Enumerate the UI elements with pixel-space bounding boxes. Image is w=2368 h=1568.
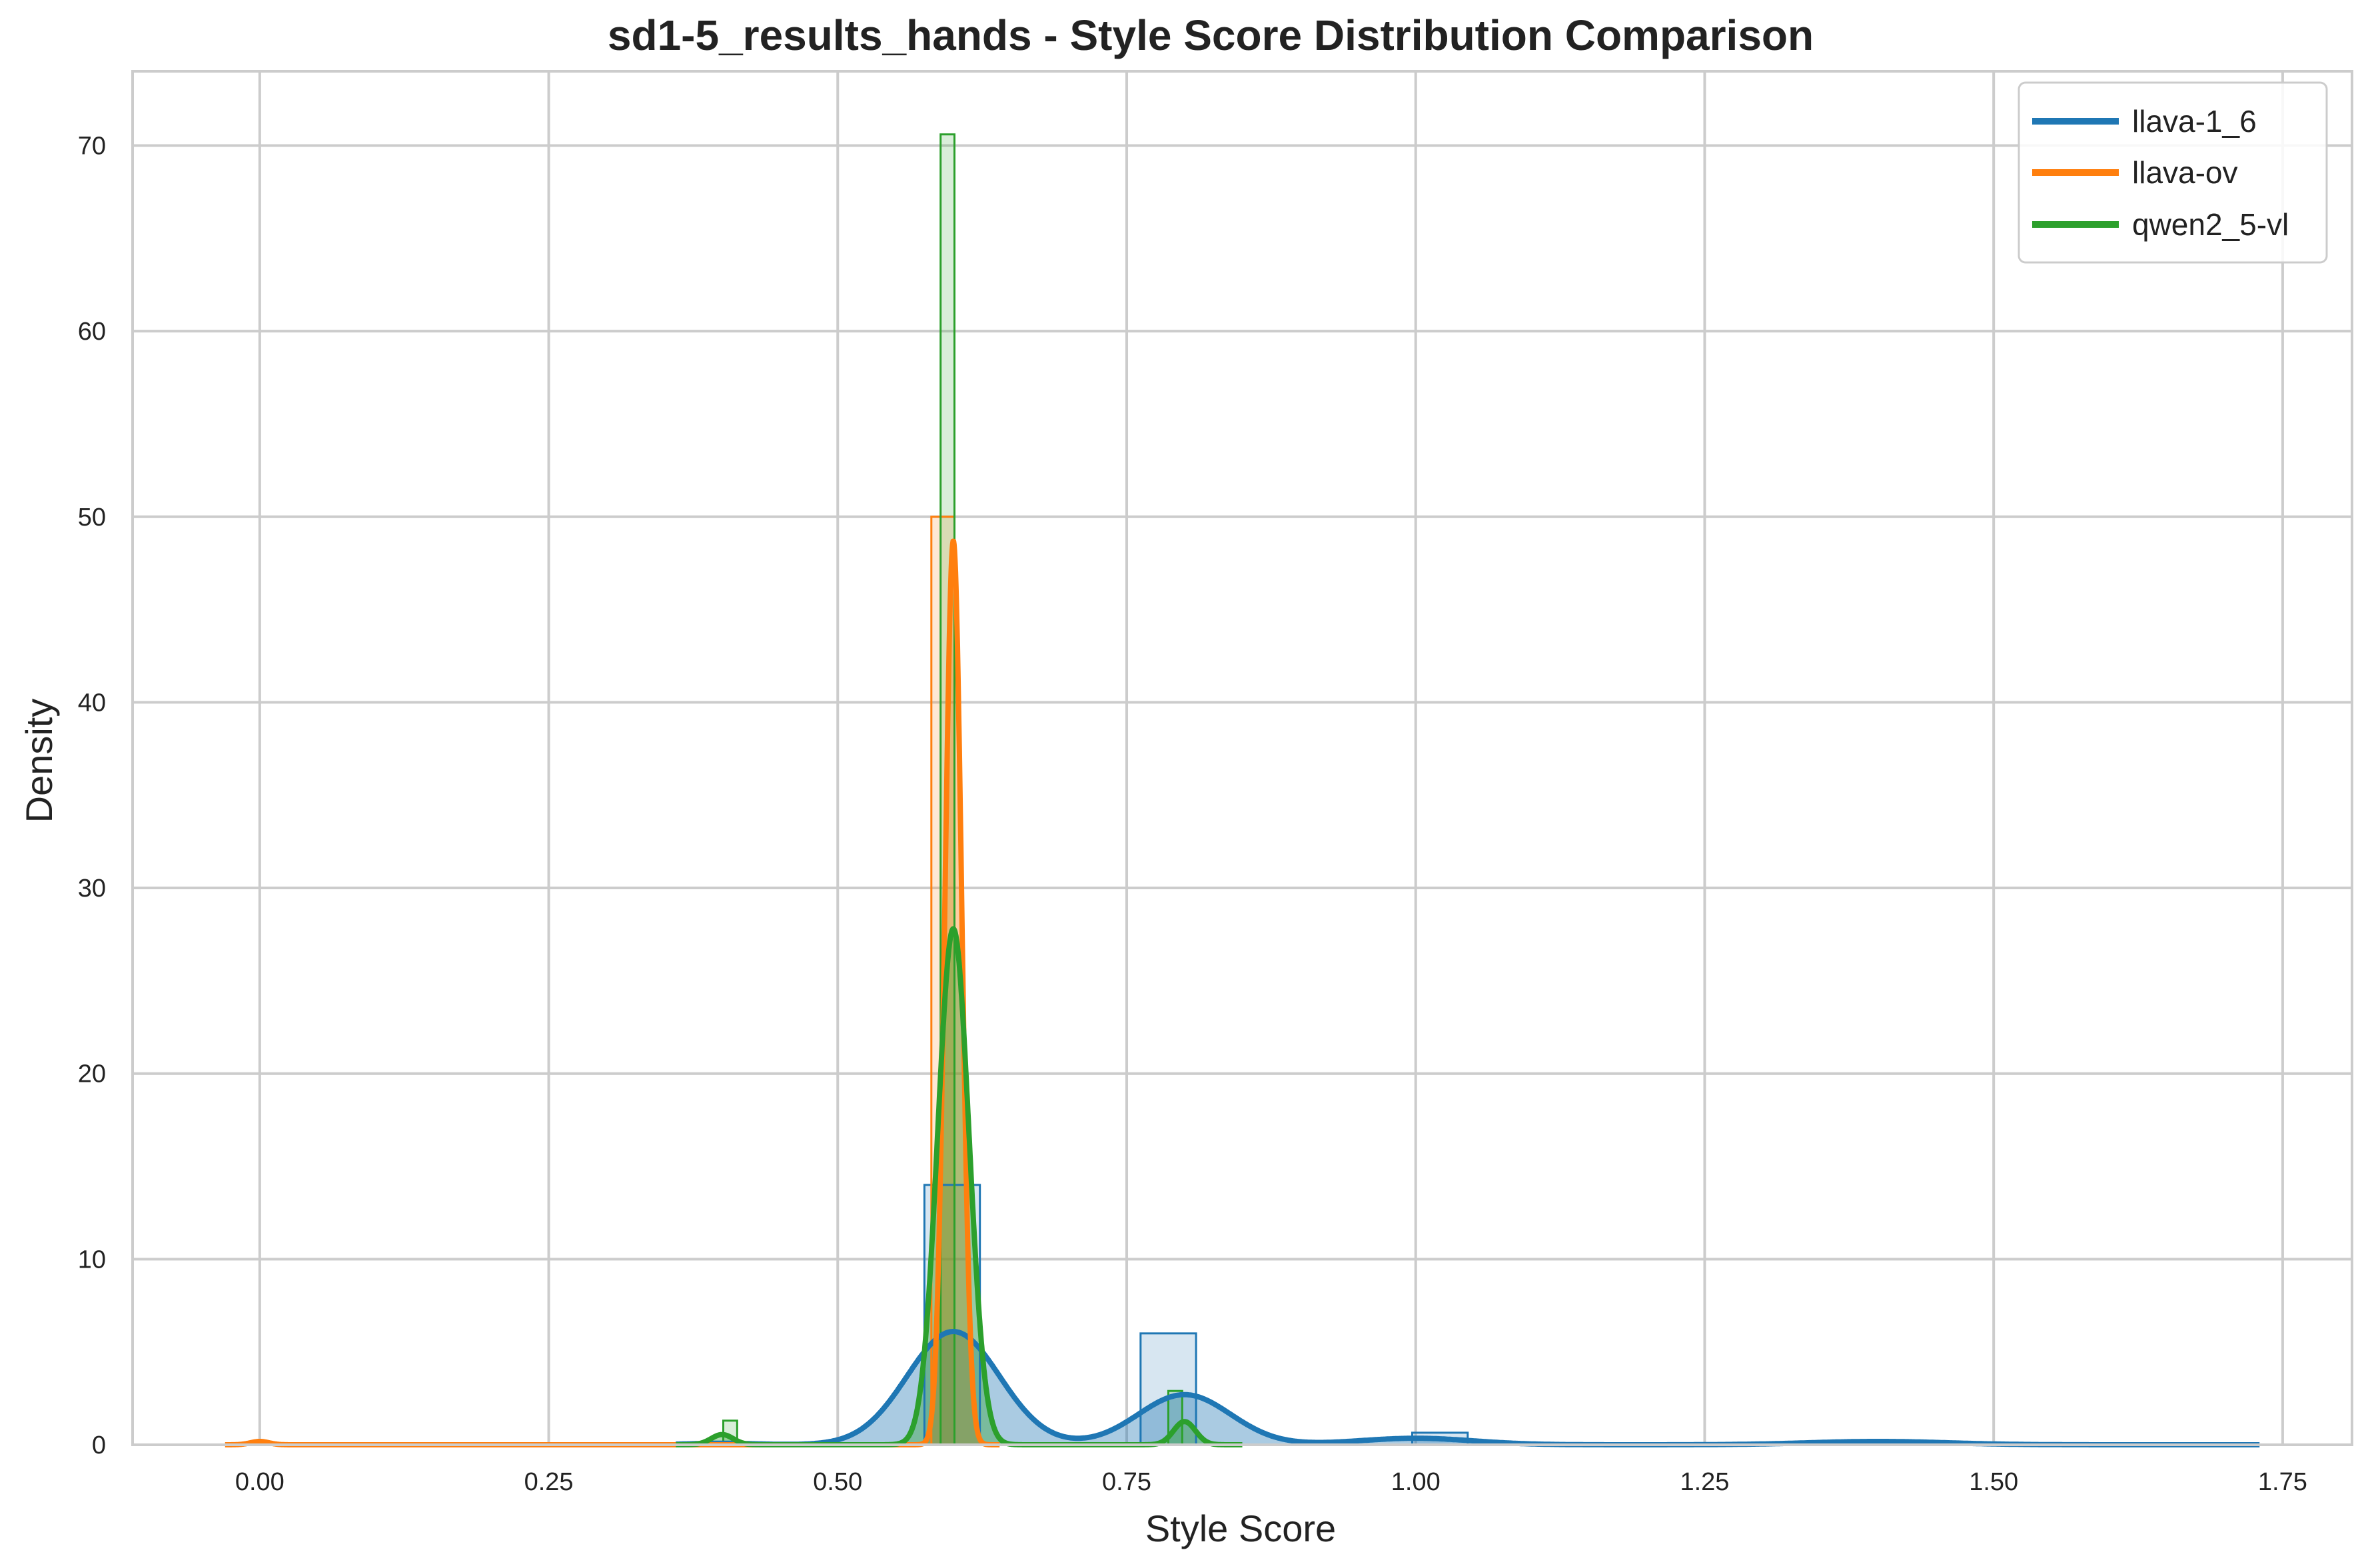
y-tick-label: 50 (78, 504, 106, 532)
legend-label-qwen2-5-vl: qwen2_5-vl (2132, 207, 2289, 242)
chart-title: sd1-5_results_hands - Style Score Distri… (608, 11, 1814, 59)
kde-fills (225, 541, 2260, 1445)
y-tick-label: 10 (78, 1246, 106, 1274)
y-tick-label: 60 (78, 318, 106, 346)
x-tick-label: 1.25 (1680, 1468, 1729, 1496)
legend: llava-1_6 llava-ov qwen2_5-vl (2018, 81, 2328, 264)
x-tick-label: 1.00 (1391, 1468, 1441, 1496)
y-tick-label: 70 (78, 132, 106, 160)
kde-area-qwen2-5-vl (676, 929, 1243, 1445)
y-tick-label: 40 (78, 689, 106, 717)
x-tick-label: 0.25 (524, 1468, 574, 1496)
tick-labels: 0.00 0.25 0.50 0.75 1.00 1.25 1.50 1.75 0 10 20 30 4… (78, 132, 2307, 1496)
legend-label-llava-1-6: llava-1_6 (2132, 104, 2257, 139)
x-tick-label: 1.50 (1969, 1468, 2018, 1496)
x-tick-label: 0.00 (235, 1468, 285, 1496)
y-axis-label: Density (18, 699, 60, 823)
x-tick-label: 0.50 (813, 1468, 862, 1496)
x-axis-label: Style Score (1145, 1507, 1336, 1549)
plot-frame (131, 70, 2353, 1446)
y-tick-label: 0 (92, 1431, 106, 1459)
legend-box (2018, 81, 2328, 264)
kde-area-llava-1-6 (676, 1332, 2260, 1445)
y-tick-label: 20 (78, 1060, 106, 1088)
x-tick-label: 1.75 (2258, 1468, 2307, 1496)
legend-label-llava-ov: llava-ov (2132, 155, 2238, 190)
x-tick-label: 0.75 (1102, 1468, 1151, 1496)
y-tick-label: 30 (78, 875, 106, 903)
